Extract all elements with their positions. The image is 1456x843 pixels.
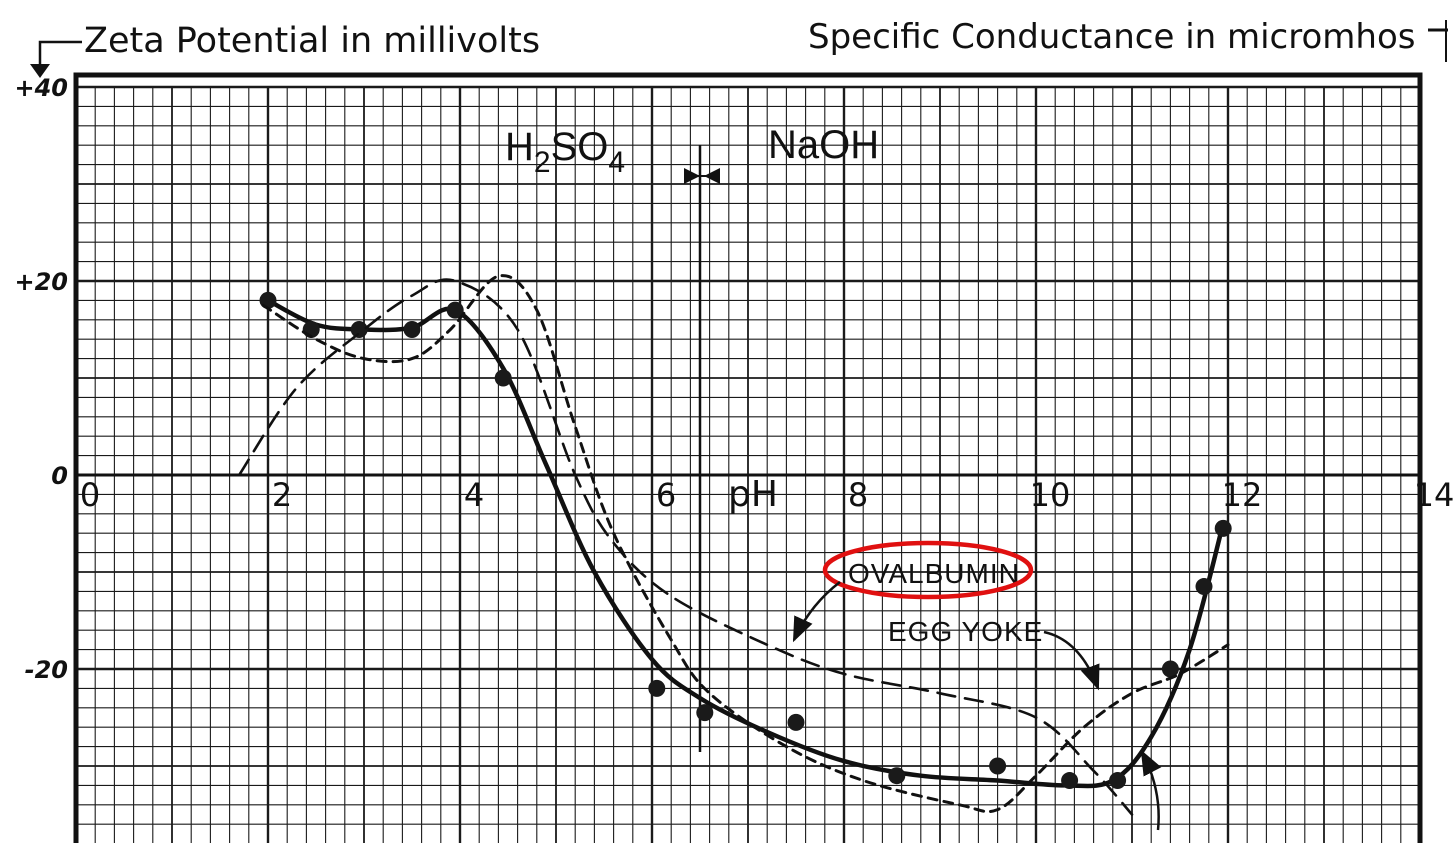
data-point xyxy=(446,301,464,319)
data-point xyxy=(1214,519,1232,537)
right-header: Specific Conductance in micromhos xyxy=(808,17,1415,57)
ovalbumin-pointer xyxy=(792,581,841,643)
data-point xyxy=(787,713,805,731)
x-axis-label: pH xyxy=(728,474,778,515)
data-point xyxy=(888,767,906,785)
series-layer xyxy=(237,274,1232,816)
x-tick-label: 6 xyxy=(656,476,676,514)
ovalbumin-label: OVALBUMIN xyxy=(848,558,1020,589)
base-annotation: NaOH xyxy=(768,123,879,167)
lower-curve-pointer xyxy=(1140,749,1162,831)
acid-annotation: H2SO4 xyxy=(505,125,625,179)
x-tick-label: 14 xyxy=(1414,476,1455,514)
data-point xyxy=(1061,772,1079,790)
down-arrow-icon xyxy=(30,64,50,78)
y-tick-label: +20 xyxy=(14,268,68,296)
series-short-dash-curve xyxy=(261,274,1230,814)
y-tick-label: 0 xyxy=(51,462,68,490)
data-point xyxy=(648,679,666,697)
series-long-dash-curve xyxy=(237,278,1134,816)
x-tick-label: 0 xyxy=(80,476,100,514)
left-header-pointer xyxy=(38,40,82,72)
x-tick-labels: 0 2 4 6 8 10 12 14 xyxy=(80,476,1455,514)
data-point xyxy=(494,369,512,387)
x-tick-label: 8 xyxy=(848,476,868,514)
y-tick-labels: +40 +20 0 -20 xyxy=(14,74,68,684)
data-point xyxy=(1195,578,1213,596)
data-point xyxy=(1161,660,1179,678)
x-tick-label: 4 xyxy=(464,476,484,514)
y-tick-label: +40 xyxy=(14,74,68,102)
series-solid-curve xyxy=(265,298,1226,789)
data-point xyxy=(403,321,421,338)
data-point xyxy=(696,704,714,722)
data-point xyxy=(989,757,1007,775)
data-point xyxy=(1109,772,1127,790)
ovalbumin-highlight xyxy=(822,540,1034,600)
data-point xyxy=(259,291,277,309)
y-tick-label: -20 xyxy=(25,656,68,684)
left-header: Zeta Potential in millivolts xyxy=(84,21,540,61)
plot-frame xyxy=(73,72,1423,843)
x-tick-label: 2 xyxy=(272,476,292,514)
data-point xyxy=(350,321,368,338)
x-tick-label: 12 xyxy=(1222,476,1263,514)
egg-yoke-pointer xyxy=(1043,630,1100,691)
x-tick-label: 10 xyxy=(1030,476,1071,514)
egg-yoke-label: EGG YOKE xyxy=(888,616,1043,647)
plot-grid xyxy=(74,85,1422,843)
